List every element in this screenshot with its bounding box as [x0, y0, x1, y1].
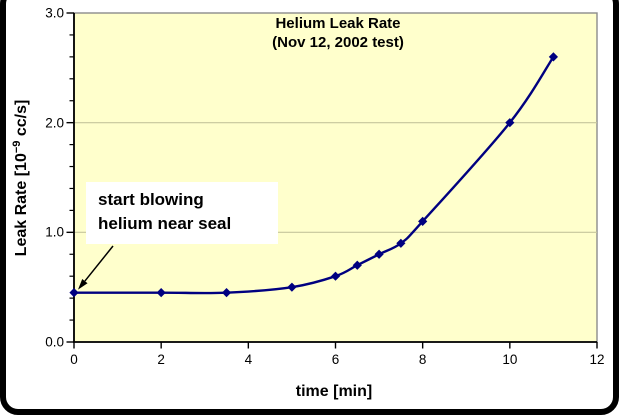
- chart-title: Helium Leak Rate (Nov 12, 2002 test): [272, 14, 404, 52]
- y-axis-label-suffix: cc/s]: [13, 99, 31, 141]
- data-point-marker: [418, 216, 428, 226]
- x-axis-label: time [min]: [295, 383, 373, 400]
- y-tick-label: 2.0: [45, 115, 64, 131]
- data-point-marker: [156, 288, 166, 298]
- data-point-marker: [548, 52, 559, 62]
- data-point-marker: [330, 271, 341, 281]
- x-tick-label: 4: [244, 352, 253, 367]
- data-point-marker: [352, 260, 362, 270]
- annotation-box: start blowing helium near seal: [86, 182, 278, 244]
- y-axis-label-superscript: −9: [10, 140, 23, 154]
- annotation-line2: helium near seal: [98, 214, 232, 233]
- x-tick-label: 8: [418, 352, 427, 367]
- chart-title-line2: (Nov 12, 2002 test): [272, 34, 404, 51]
- y-tick-label: 0.0: [45, 334, 64, 350]
- x-tick-label: 2: [157, 352, 165, 367]
- annotation-arrow-head: [78, 278, 88, 290]
- data-point-marker: [396, 238, 406, 248]
- annotation-line1: start blowing: [98, 190, 204, 209]
- y-tick-label: 3.0: [45, 5, 64, 21]
- data-point-marker: [69, 288, 79, 298]
- data-point-marker: [287, 282, 297, 292]
- data-point-marker: [374, 249, 384, 259]
- x-tick-label: 0: [70, 352, 78, 367]
- x-tick-label: 6: [331, 352, 340, 367]
- data-point-marker: [505, 118, 515, 128]
- x-tick-label: 12: [589, 352, 605, 367]
- y-axis-label: Leak Rate [10−9 cc/s]: [11, 100, 31, 257]
- y-tick-label: 1.0: [45, 224, 64, 240]
- x-tick-label: 10: [502, 352, 518, 367]
- data-point-marker: [221, 288, 232, 298]
- y-axis-label-prefix: Leak Rate [10: [13, 153, 31, 257]
- chart-title-line1: Helium Leak Rate: [275, 15, 401, 32]
- plot-area: [73, 12, 598, 343]
- annotation-arrow-line: [84, 245, 114, 282]
